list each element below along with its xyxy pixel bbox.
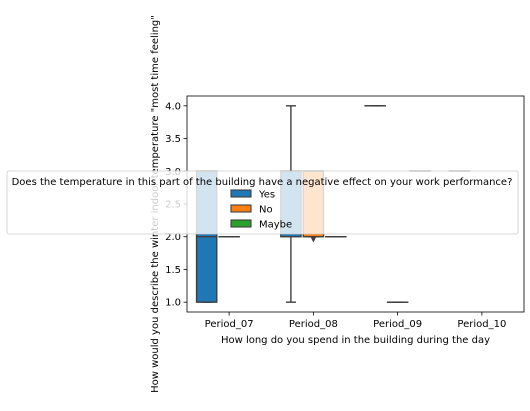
- x-tick-label: Period_10: [457, 319, 506, 330]
- y-tick-label: 1.0: [165, 298, 181, 309]
- x-tick-label: Period_09: [373, 319, 422, 330]
- legend-swatch: [231, 220, 251, 227]
- x-axis-label: How long do you spend in the building du…: [221, 335, 490, 346]
- legend-title: Does the temperature in this part of the…: [12, 177, 513, 188]
- x-tick-label: Period_07: [205, 319, 254, 330]
- legend-swatch: [231, 205, 251, 212]
- y-tick-label: 1.5: [165, 265, 181, 276]
- legend-swatch: [231, 190, 251, 197]
- x-tick-label: Period_08: [289, 319, 338, 330]
- legend-label: No: [259, 205, 273, 216]
- legend-label: Yes: [258, 190, 275, 201]
- y-tick-label: 4.0: [165, 101, 181, 112]
- legend: Does the temperature in this part of the…: [7, 171, 518, 234]
- y-tick-label: 3.5: [165, 134, 181, 145]
- legend-label: Maybe: [259, 220, 292, 231]
